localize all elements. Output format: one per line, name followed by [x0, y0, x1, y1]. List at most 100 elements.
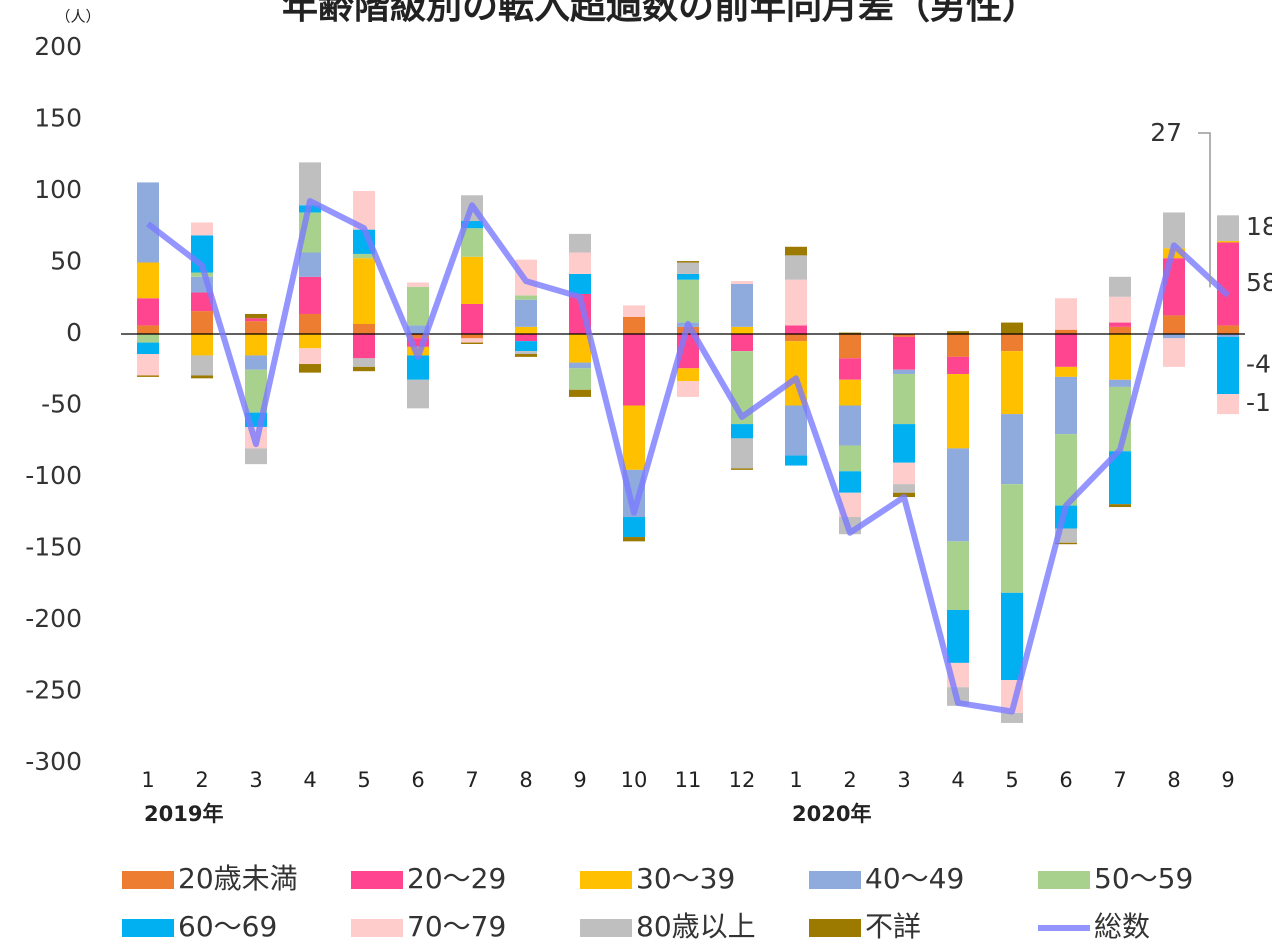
bar-segment [1001, 322, 1023, 334]
bar-segment [1217, 334, 1239, 337]
year-label: 2020年 [792, 802, 871, 826]
bar-segment [461, 221, 483, 229]
bar-segment [461, 334, 483, 339]
bar-segment [1163, 338, 1185, 367]
x-tick-label: 5 [1005, 768, 1018, 792]
legend-label: 80歳以上 [636, 910, 756, 943]
bar-segment [623, 517, 645, 538]
y-tick-label: 150 [34, 104, 82, 133]
bar-segment [677, 261, 699, 263]
x-tick-label: 2 [195, 768, 208, 792]
x-tick-label: 10 [621, 768, 648, 792]
bar-segment [1217, 215, 1239, 242]
bar-segment [1109, 504, 1131, 508]
bar-segment [623, 334, 645, 406]
y-tick-label: -150 [25, 533, 82, 562]
legend-label: 不詳 [865, 910, 921, 943]
bar-segment [353, 366, 375, 372]
legend-swatch [351, 871, 403, 889]
bar-segment [731, 438, 753, 469]
bar-segment [731, 424, 753, 439]
bar-segment [731, 334, 753, 352]
x-tick-label: 6 [1059, 768, 1072, 792]
bar-segment [893, 336, 915, 370]
y-tick-label: -100 [25, 461, 82, 490]
bar-segment [569, 334, 591, 363]
bar-segment [947, 374, 969, 449]
bar-segment [299, 276, 321, 314]
bar-segment [839, 445, 861, 472]
bar-segment [461, 338, 483, 343]
bar-segment [515, 326, 537, 334]
bar-segment [839, 358, 861, 380]
bar-segment [569, 252, 591, 274]
y-tick-label: -300 [25, 747, 82, 776]
legend-label: 30～39 [636, 862, 735, 895]
bar-segment [407, 286, 429, 326]
legend-label: 70～79 [407, 910, 506, 943]
bar-segment [515, 354, 537, 357]
bar-segment [245, 355, 267, 370]
x-tick-label: 3 [249, 768, 262, 792]
bar-segment [353, 191, 375, 230]
bar-segment [1217, 242, 1239, 326]
bar-segment [353, 334, 375, 359]
bar-segment [839, 405, 861, 446]
bar-segment [1055, 376, 1077, 435]
x-tick-label: 11 [675, 768, 702, 792]
bar-segment [677, 381, 699, 397]
x-tick-label: 4 [303, 768, 316, 792]
bar-segment [785, 455, 807, 466]
bar-segment [893, 424, 915, 463]
legend-label: 20歳未満 [178, 862, 298, 895]
bar-segment [137, 182, 159, 263]
legend-swatch [1038, 871, 1090, 889]
bar-segment [515, 341, 537, 352]
bar-segment [1001, 484, 1023, 593]
bar-segment [677, 368, 699, 382]
bar-segment [1055, 366, 1077, 377]
bar-segment [137, 354, 159, 376]
y-tick-label: -50 [41, 390, 82, 419]
bar-segment [569, 368, 591, 390]
bar-segment [137, 334, 159, 343]
x-tick-label: 5 [357, 768, 370, 792]
y-tick-label: -200 [25, 604, 82, 633]
legend-swatch [580, 919, 632, 937]
bar-segment [731, 283, 753, 327]
bar-segment [677, 273, 699, 280]
legend-label: 60～69 [178, 910, 277, 943]
bar-segment [299, 313, 321, 334]
bar-segment [785, 279, 807, 326]
bar-segment [623, 405, 645, 470]
bar-segment [569, 362, 591, 369]
bar-segment [137, 325, 159, 334]
bar-segment [461, 228, 483, 257]
bar-segment [1217, 394, 1239, 415]
bar-segment [1217, 241, 1239, 243]
bar-segment [623, 537, 645, 542]
bar-segment [353, 253, 375, 259]
bar-segment [515, 299, 537, 327]
leader-line [1198, 132, 1211, 288]
unit-label: （人） [55, 8, 100, 26]
bar-segment [677, 262, 699, 274]
bar-segment [893, 374, 915, 425]
x-tick-label: 1 [141, 768, 154, 792]
x-tick-label: 7 [1113, 768, 1126, 792]
bar-segment [1001, 414, 1023, 485]
bar-segment [785, 405, 807, 456]
legend-swatch [122, 871, 174, 889]
bar-segment [569, 233, 591, 253]
legend-swatch [580, 871, 632, 889]
bar-segment [191, 311, 213, 334]
bar-segment [353, 258, 375, 324]
bar-segment [299, 252, 321, 277]
value-label: 58 [1246, 268, 1272, 297]
bar-segment [137, 342, 159, 355]
value-label: -40 [1246, 349, 1272, 378]
bar-segment [137, 262, 159, 299]
x-tick-label: 9 [1221, 768, 1234, 792]
